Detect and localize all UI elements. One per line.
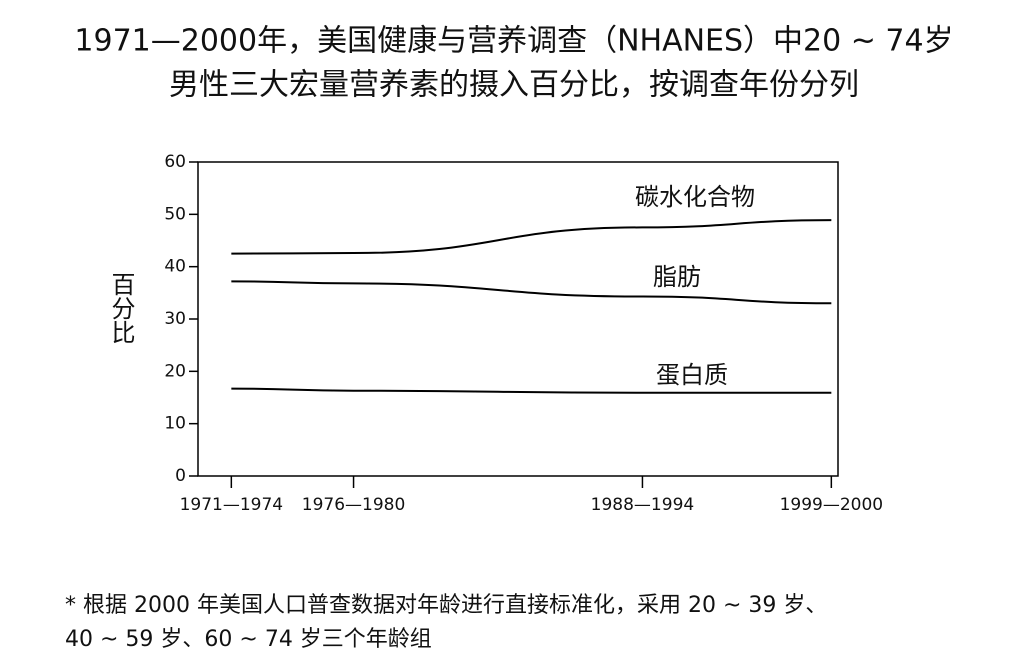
y-axis-label: 百分比 [107, 272, 135, 344]
y-tick-label: 20 [164, 361, 186, 381]
y-tick-label: 0 [175, 466, 186, 486]
series-line [231, 387, 832, 394]
series-label: 碳水化合物 [635, 183, 755, 211]
series-label: 脂肪 [653, 263, 701, 291]
x-tick-label: 1999—2000 [780, 495, 884, 515]
y-tick-label: 50 [164, 204, 186, 224]
series-line [231, 280, 832, 305]
x-tick-label: 1988—1994 [591, 495, 695, 515]
y-tick-label: 60 [164, 152, 186, 172]
x-tick-label: 1976—1980 [302, 495, 406, 515]
chart-title: 男性三大宏量营养素的摄入百分比，按调查年份分列 [169, 68, 859, 103]
y-tick-label: 30 [164, 309, 186, 329]
series-line [231, 219, 832, 255]
x-tick-label: 1971—1974 [180, 495, 284, 515]
footnote: 40 ~ 59 岁、60 ~ 74 岁三个年龄组 [65, 627, 432, 652]
footnote: * 根据 2000 年美国人口普查数据对年龄进行直接标准化，采用 20 ~ 39… [65, 593, 827, 618]
series-label: 蛋白质 [656, 361, 728, 389]
y-tick-label: 10 [164, 414, 186, 434]
y-tick-label: 40 [164, 257, 186, 277]
chart-title: 1971—2000年，美国健康与营养调查（NHANES）中20 ~ 74岁 [74, 24, 953, 59]
